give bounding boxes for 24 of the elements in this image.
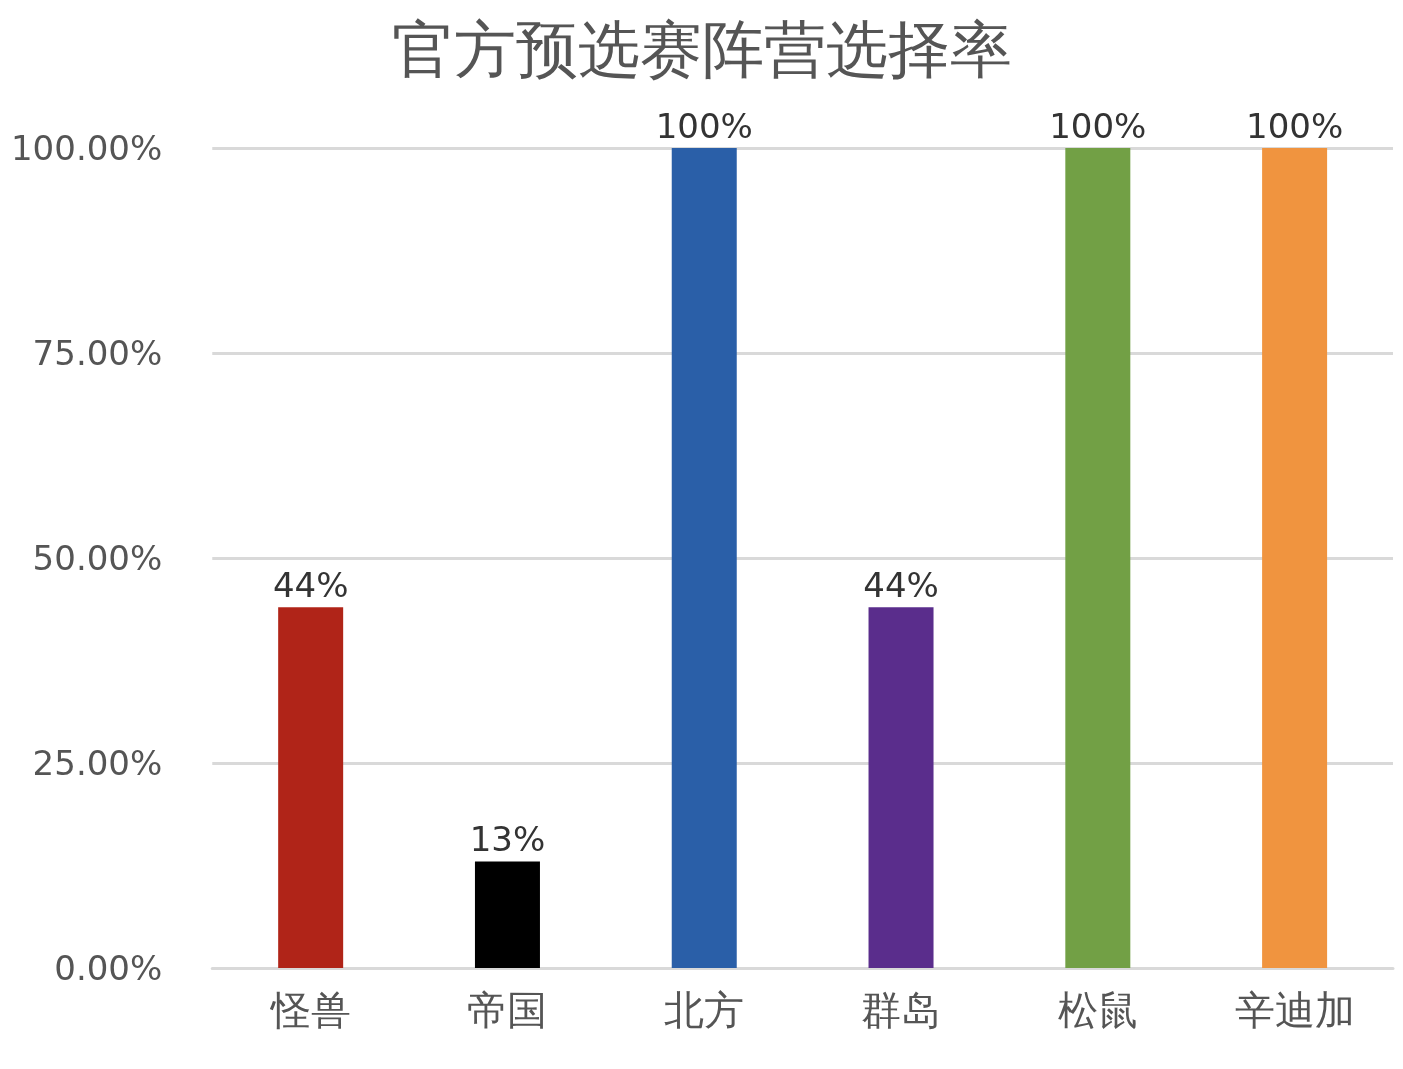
y-tick-label: 25.00% — [32, 743, 163, 783]
bar — [474, 861, 540, 968]
chart-title: 官方预选赛阵营选择率 — [391, 12, 1012, 86]
x-tick-label: 松鼠 — [1057, 987, 1138, 1033]
data-label: 100% — [1246, 106, 1344, 146]
data-label: 100% — [655, 106, 753, 146]
x-tick-label: 帝国 — [467, 987, 548, 1033]
y-tick-label: 50.00% — [32, 538, 163, 578]
y-tick-label: 75.00% — [32, 333, 163, 373]
x-tick-label: 怪兽 — [268, 987, 351, 1033]
x-tick-label: 北方 — [664, 987, 745, 1033]
bar — [1065, 148, 1131, 968]
bar — [671, 148, 737, 968]
data-label: 44% — [272, 565, 349, 606]
x-tick-label: 辛迪加 — [1234, 987, 1355, 1033]
bar — [868, 607, 934, 968]
x-tick-label: 群岛 — [861, 987, 942, 1033]
data-label: 13% — [469, 819, 546, 860]
data-label: 100% — [1049, 106, 1147, 146]
bar — [278, 607, 344, 968]
data-label: 44% — [863, 565, 939, 606]
y-tick-label: 100.00% — [10, 128, 163, 168]
y-tick-label: 0.00% — [54, 948, 163, 988]
bar — [1262, 148, 1328, 968]
